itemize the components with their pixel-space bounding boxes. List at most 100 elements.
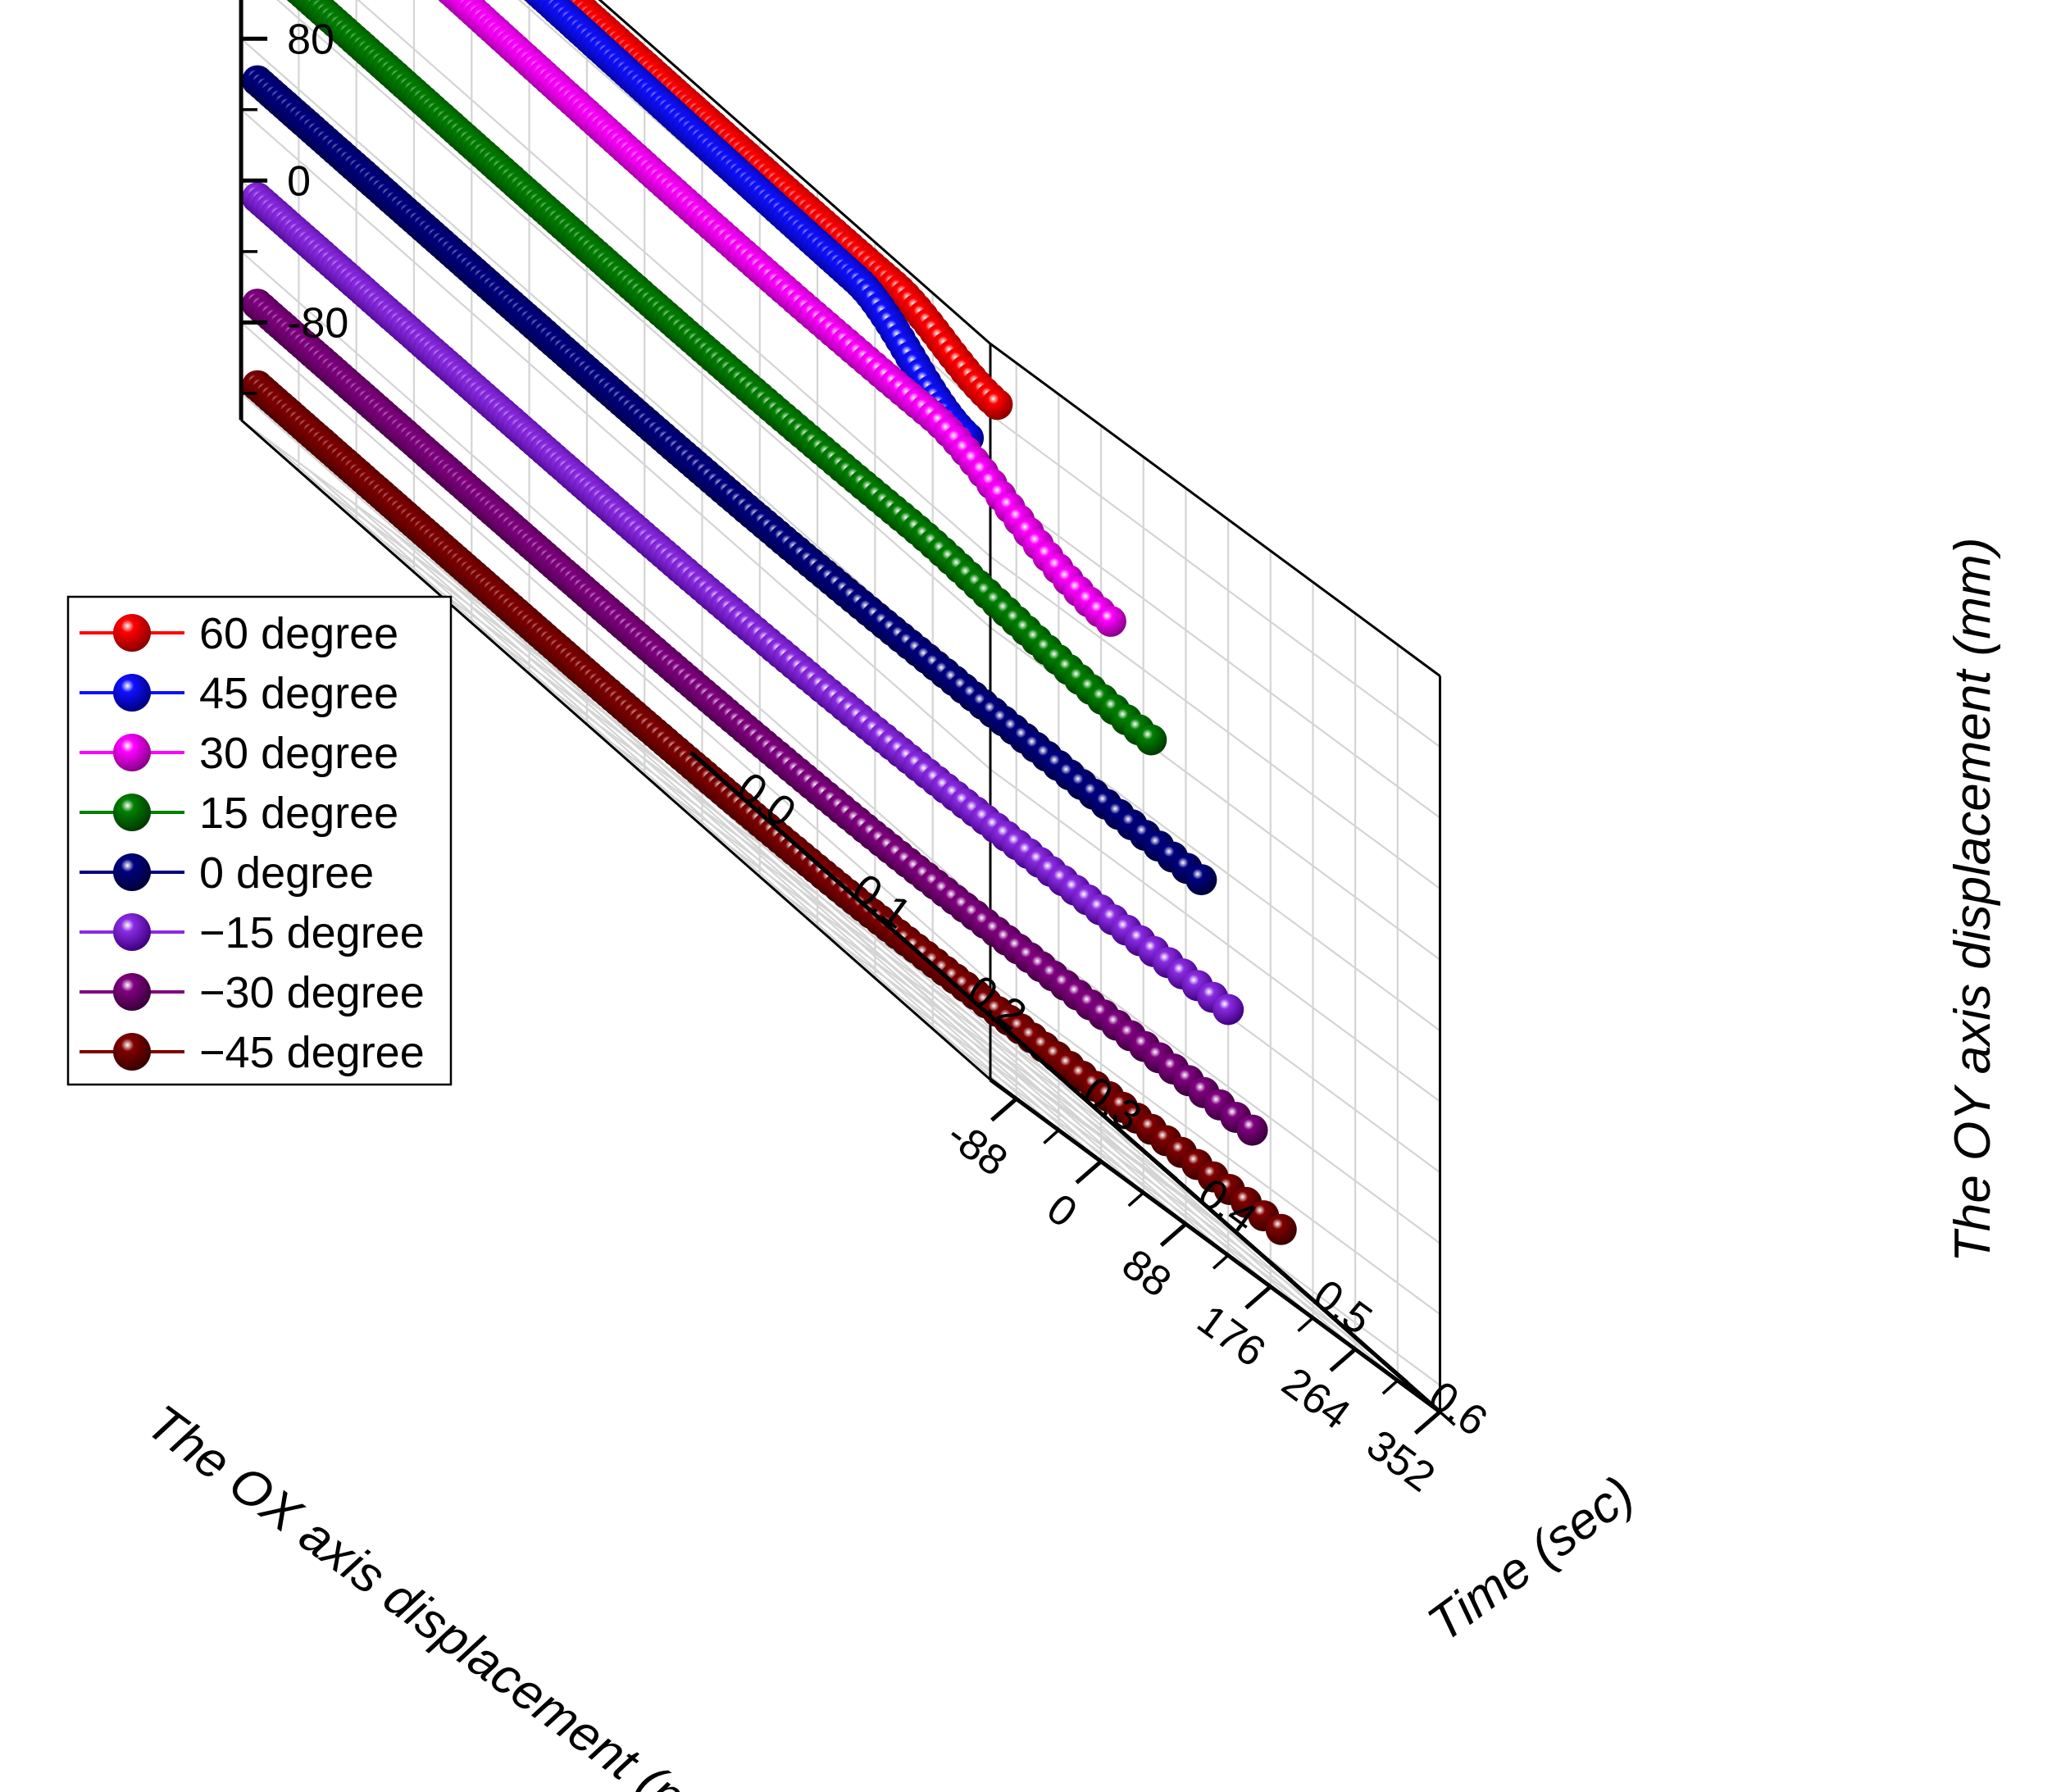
- y-tick: [1381, 1359, 1408, 1385]
- floor-grid-line: [874, 977, 1326, 1312]
- data-point: [1135, 724, 1167, 756]
- y-tick: [1150, 1156, 1178, 1181]
- legend-marker: [113, 734, 151, 771]
- legend-label: 30 degree: [199, 729, 398, 778]
- legend-item: −30 degree: [80, 968, 425, 1017]
- series-15-degree: [286, 0, 1167, 756]
- frame-edge: [598, 0, 991, 345]
- x-tick-label: 352: [1358, 1421, 1443, 1502]
- y-minor-tick: [1208, 1208, 1226, 1223]
- legend-item: 30 degree: [80, 729, 398, 778]
- wall-grid-line: [276, 0, 991, 629]
- legend-marker: [113, 794, 151, 831]
- legend-item: 45 degree: [80, 669, 398, 718]
- x-minor-tick: [1297, 1317, 1314, 1333]
- x-minor-tick: [1043, 1129, 1060, 1144]
- y-minor-tick: [1093, 1106, 1110, 1122]
- legend: 60 degree 45 degree 30 degree 15 degree 0 de…: [66, 595, 453, 1086]
- series-60-degree: [548, 0, 1013, 421]
- legend-label: 45 degree: [199, 669, 398, 718]
- x-tick-label: 0: [1038, 1185, 1085, 1237]
- series-layer: [242, 0, 1297, 1245]
- floor-grid-line: [308, 470, 1060, 1131]
- data-point: [981, 389, 1013, 421]
- z-axis-title: The OY axis displacement (mm): [1945, 538, 2001, 1262]
- x-minor-tick: [1381, 1379, 1399, 1395]
- floor-grid-line: [644, 774, 1095, 1108]
- x-tick: [1244, 1285, 1272, 1310]
- legend-label: −15 degree: [199, 908, 425, 957]
- x-tick: [1159, 1222, 1188, 1248]
- legend-item: 15 degree: [80, 789, 398, 838]
- legend-item: 0 degree: [80, 848, 374, 898]
- y-tick: [920, 953, 948, 979]
- legend-label: −30 degree: [199, 968, 425, 1017]
- legend-marker: [113, 1033, 151, 1071]
- z-tick-label: 0: [287, 157, 311, 205]
- legend-item: 60 degree: [80, 609, 398, 658]
- legend-marker: [113, 973, 151, 1011]
- legend-marker: [113, 853, 151, 891]
- x-minor-tick: [1127, 1191, 1144, 1208]
- data-point: [1265, 1213, 1297, 1245]
- wall-grid-line: [240, 250, 991, 912]
- x-tick: [1329, 1348, 1357, 1372]
- wall-grid-line: [990, 484, 1441, 819]
- wall-grid-line: [990, 413, 1441, 748]
- floor-grid-line: [266, 438, 1017, 1100]
- wall-grid-line: [240, 321, 991, 983]
- legend-marker: [113, 674, 151, 712]
- y-minor-tick: [1323, 1309, 1341, 1325]
- y-axis-title: Time (sec): [1417, 1466, 1644, 1653]
- series-0-degree: [242, 65, 1217, 896]
- legend-marker: [113, 614, 151, 652]
- legend-label: 60 degree: [199, 609, 398, 658]
- x-tick-label: 176: [1189, 1296, 1274, 1376]
- floor-grid-line: [351, 501, 1102, 1162]
- frame-edge: [240, 419, 991, 1081]
- x-tick: [1413, 1410, 1442, 1435]
- floor-grid-line: [817, 926, 1268, 1261]
- x-tick-label: 264: [1273, 1358, 1358, 1439]
- y-tick: [804, 852, 832, 877]
- x-tick: [1075, 1159, 1103, 1185]
- series-minus30-degree: [242, 289, 1268, 1146]
- z-tick-label: 80: [287, 16, 334, 63]
- floor-grid-line: [701, 825, 1153, 1159]
- y-minor-tick: [977, 1004, 995, 1021]
- x-tick-label: 88: [1113, 1240, 1180, 1307]
- x-axis-line: [989, 1077, 1441, 1414]
- z-tick-label: -80: [287, 299, 348, 347]
- floor-grid-line: [932, 1028, 1383, 1362]
- wall-grid-line: [990, 768, 1441, 1103]
- y-minor-tick: [1439, 1410, 1456, 1426]
- legend-label: 0 degree: [199, 848, 374, 898]
- wall-grid-line: [990, 556, 1441, 890]
- y-tick-label: 0.6: [1420, 1372, 1496, 1446]
- data-point: [1185, 864, 1217, 896]
- legend-item: −45 degree: [80, 1028, 425, 1077]
- x-minor-tick: [1212, 1254, 1230, 1270]
- wall-grid-line: [240, 108, 991, 771]
- y-tick: [1265, 1258, 1294, 1283]
- x-axis-title: The OX axis displacement (mm): [137, 1394, 755, 1792]
- y-tick: [689, 750, 717, 775]
- data-point: [1094, 605, 1126, 637]
- frame-edge: [990, 343, 1441, 677]
- wall-grid-line: [990, 981, 1441, 1316]
- x-tick-label: -88: [938, 1111, 1016, 1185]
- y-minor-tick: [747, 802, 765, 817]
- legend-item: −15 degree: [80, 908, 425, 957]
- y-minor-tick: [862, 903, 880, 919]
- wall-grid-line: [357, 0, 991, 557]
- legend-marker: [113, 913, 151, 951]
- series-minus15-degree: [242, 182, 1244, 1026]
- data-point: [1212, 994, 1244, 1026]
- data-point: [1236, 1114, 1268, 1146]
- x-tick: [990, 1097, 1018, 1122]
- legend-label: −45 degree: [199, 1028, 425, 1077]
- floor-grid-line: [394, 532, 1144, 1194]
- y-tick: [1035, 1055, 1063, 1080]
- wall-grid-line: [990, 1052, 1441, 1386]
